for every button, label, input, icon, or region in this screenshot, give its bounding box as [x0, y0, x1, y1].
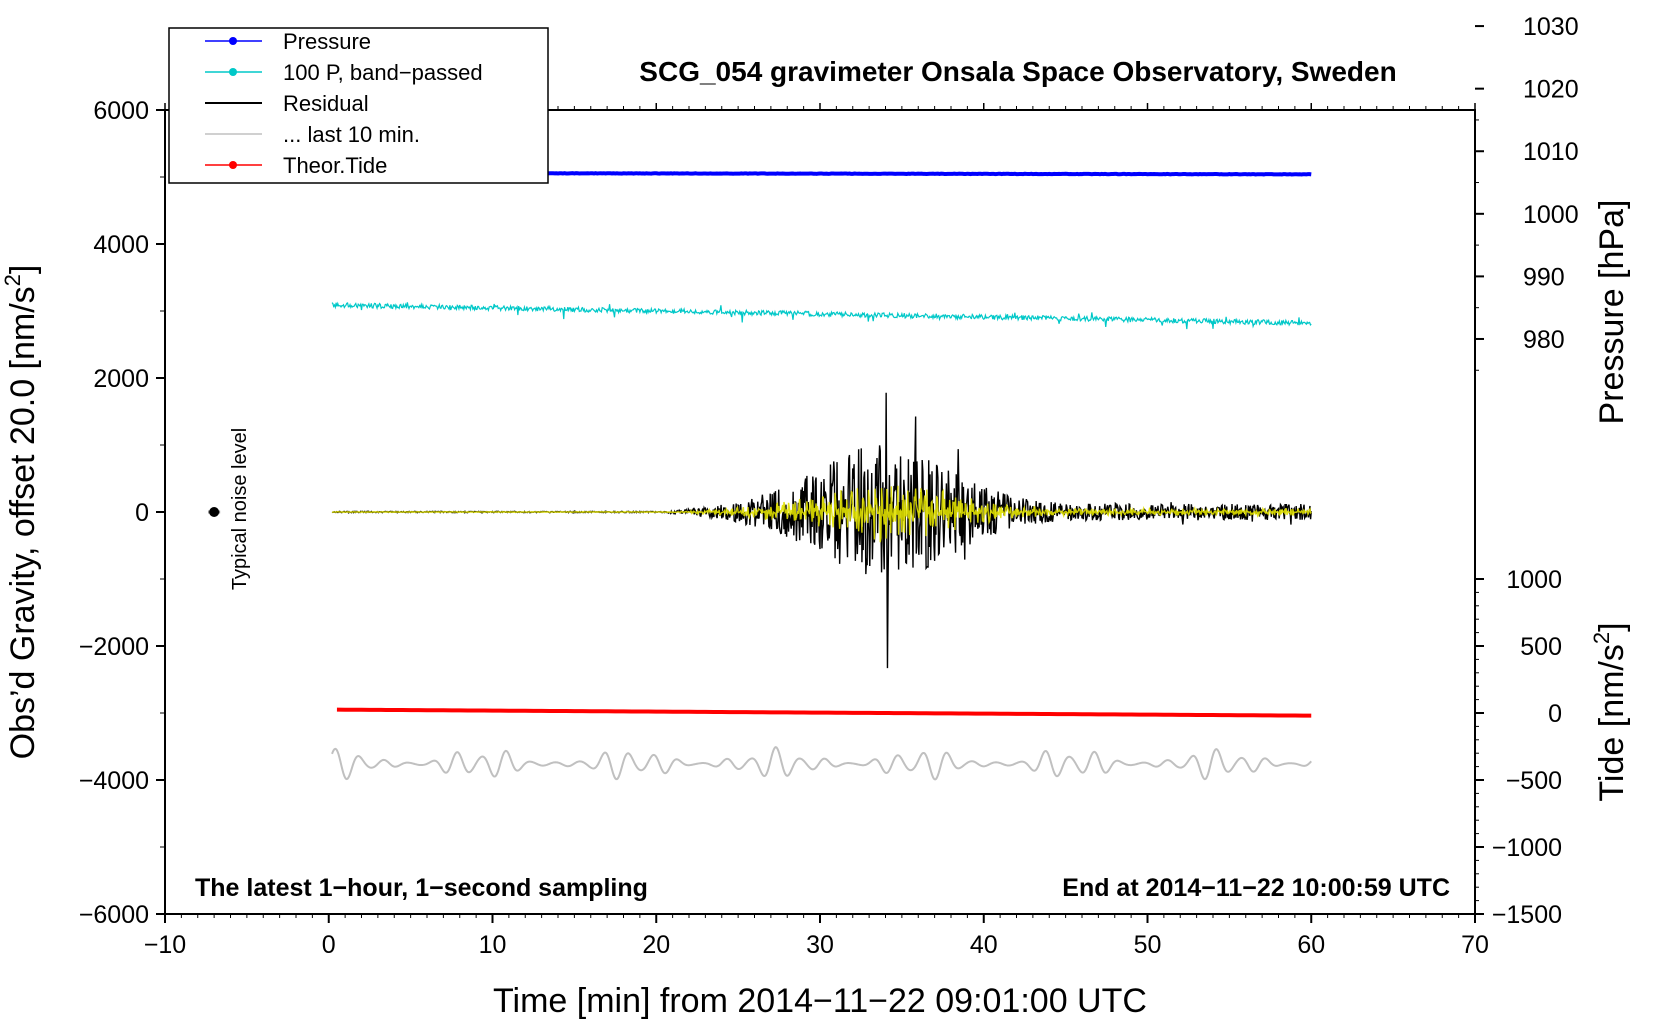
y-axis-label-left-close: ]: [4, 265, 42, 274]
y-axis-label-left-sup: 2: [0, 274, 25, 286]
data-series: [331, 170, 1312, 781]
last-10-min-line: [331, 746, 1312, 781]
pressure-tick-label: 1000: [1523, 201, 1579, 229]
x-tick-label: 60: [1297, 931, 1325, 959]
y-axis-label-left: Obs’d Gravity, offset 20.0 [nm/s2]: [0, 265, 42, 760]
residual-line: [331, 392, 1312, 669]
y-tick-label: 4000: [93, 231, 149, 259]
annotation-bottom-left: The latest 1−hour, 1−second sampling: [195, 874, 648, 902]
y-axis-label-tide: Tide [nm/s2]: [1589, 622, 1631, 801]
tide-tick-label: 0: [1548, 700, 1562, 728]
legend-box: [168, 27, 549, 184]
theoretical-tide-line: [336, 707, 1312, 718]
noise-level-label: Typical noise level: [229, 428, 251, 590]
x-tick-label: −10: [144, 931, 186, 959]
pressure-tick-label: 1020: [1523, 76, 1579, 104]
x-axis-label: Time [min] from 2014−11−22 09:01:00 UTC: [493, 982, 1147, 1020]
legend-swatch-marker: [229, 161, 237, 169]
x-tick-label: 50: [1134, 931, 1162, 959]
legend: Pressure 100 P, band−passed Residual ... la…: [168, 27, 549, 184]
y-axis-label-tide-sup: 2: [1589, 632, 1614, 644]
legend-label: 100 P, band−passed: [283, 60, 483, 85]
legend-label: Residual: [283, 91, 369, 116]
legend-label: Theor.Tide: [283, 153, 387, 178]
legend-swatch-marker: [229, 68, 237, 76]
pressure-tick-label: 1030: [1523, 13, 1579, 41]
y-tick-label: −2000: [79, 633, 149, 661]
pressure-tick-label: 990: [1523, 263, 1565, 291]
x-tick-label: 10: [479, 931, 507, 959]
y-tick-label: −4000: [79, 767, 149, 795]
y-tick-label: 2000: [93, 365, 149, 393]
y-tick-label: 0: [135, 499, 149, 527]
tide-tick-label: 1000: [1506, 566, 1562, 594]
annotation-bottom-right: End at 2014−11−22 10:00:59 UTC: [1062, 874, 1450, 902]
y-tick-label: −6000: [79, 901, 149, 929]
noise-level-dot: [209, 507, 220, 517]
x-tick-label: 0: [322, 931, 336, 959]
legend-label: Pressure: [283, 29, 371, 54]
noise-marker-group: Typical noise level: [208, 428, 251, 590]
tide-tick-label: 500: [1520, 633, 1562, 661]
legend-label: ... last 10 min.: [283, 122, 420, 147]
residual-filtered-line: [331, 485, 1312, 543]
x-tick-label: 40: [970, 931, 998, 959]
legend-item: ... last 10 min.: [205, 122, 420, 147]
x-tick-label: 30: [806, 931, 834, 959]
legend-swatch-marker: [229, 37, 237, 45]
tide-tick-label: −500: [1506, 767, 1562, 795]
x-tick-label: 70: [1461, 931, 1489, 959]
bandpassed-pressure-line: [331, 301, 1312, 330]
chart-title: SCG_054 gravimeter Onsala Space Observat…: [639, 56, 1396, 87]
legend-item: 100 P, band−passed: [205, 60, 483, 85]
pressure-tick-label: 1010: [1523, 138, 1579, 166]
axis-ticks: −10 0 10 20 30 40 50 60 706000400020000−2000−400…: [79, 13, 1579, 959]
legend-item: Residual: [205, 91, 369, 116]
legend-item: Theor.Tide: [205, 153, 387, 178]
pressure-tick-label: 980: [1523, 326, 1565, 354]
tide-tick-label: −1500: [1492, 901, 1562, 929]
y-axis-label-tide-main: Tide [nm/s: [1593, 644, 1631, 801]
y-axis-label-left-main: Obs’d Gravity, offset 20.0 [nm/s: [4, 286, 42, 759]
x-tick-label: 20: [642, 931, 670, 959]
tide-tick-label: −1000: [1492, 834, 1562, 862]
legend-item: Pressure: [205, 29, 371, 54]
y-tick-label: 6000: [93, 97, 149, 125]
y-axis-label-tide-close: ]: [1593, 622, 1631, 631]
y-axis-label-pressure: Pressure [hPa]: [1593, 200, 1631, 425]
